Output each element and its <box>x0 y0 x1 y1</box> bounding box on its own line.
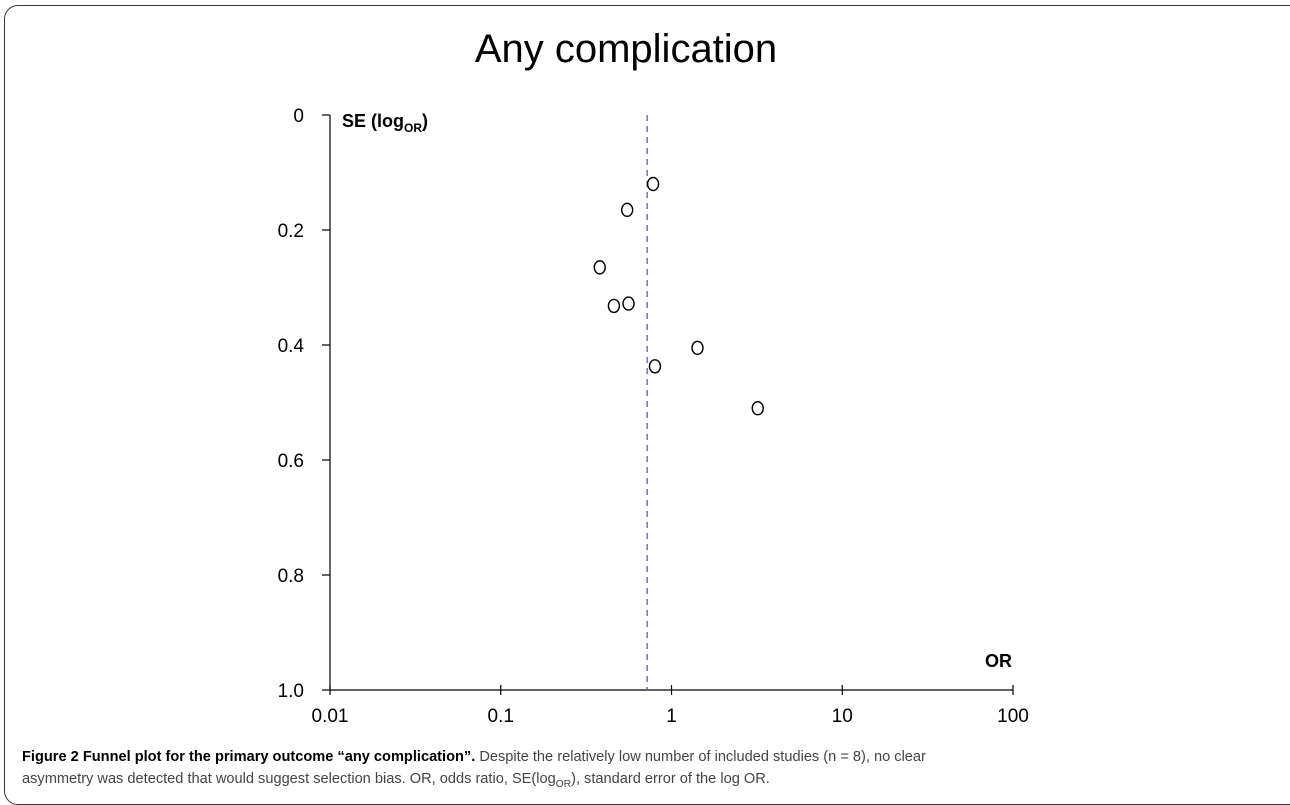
chart-title: Any complication <box>475 27 777 71</box>
y-tick-label: 0.8 <box>278 566 304 587</box>
x-tick-label: 1 <box>666 706 677 727</box>
caption-sub: OR <box>555 778 572 790</box>
data-point <box>648 359 662 374</box>
x-axis-label: OR <box>985 651 1012 671</box>
y-tick-label: 0.4 <box>278 336 305 357</box>
y-tick-label: 0 <box>293 106 304 127</box>
data-point <box>622 296 635 311</box>
y-tick-label: 0.6 <box>278 451 304 472</box>
caption-text-line1: Despite the relatively low number of inc… <box>479 749 926 765</box>
data-point <box>751 401 764 416</box>
y-axis-label: SE (logOR) <box>342 111 428 135</box>
caption-text-line2-end: ), standard error of the log OR. <box>571 771 770 787</box>
x-tick-label: 0.1 <box>488 706 514 727</box>
caption-text-line2: asymmetry was detected that would sugges… <box>22 771 556 787</box>
data-point <box>646 176 660 192</box>
caption-title: Funnel plot for the primary outcome “any… <box>82 749 476 765</box>
y-tick-label: 0.2 <box>278 221 304 242</box>
y-axis-label-sub: OR <box>404 121 422 135</box>
x-tick-label: 100 <box>997 706 1029 727</box>
data-point <box>607 298 621 314</box>
y-axis-label-close: ) <box>422 111 428 131</box>
x-tick-label: 10 <box>832 706 853 727</box>
y-tick-label: 1.0 <box>278 681 304 702</box>
figure-caption: Figure 2 Funnel plot for the primary out… <box>22 746 1272 790</box>
data-point <box>691 340 704 356</box>
x-tick-label: 0.01 <box>312 706 349 727</box>
caption-label: Figure 2 <box>22 749 79 765</box>
y-axis-label-main: SE (log <box>342 111 404 131</box>
data-point <box>620 202 634 218</box>
data-point <box>593 260 606 275</box>
